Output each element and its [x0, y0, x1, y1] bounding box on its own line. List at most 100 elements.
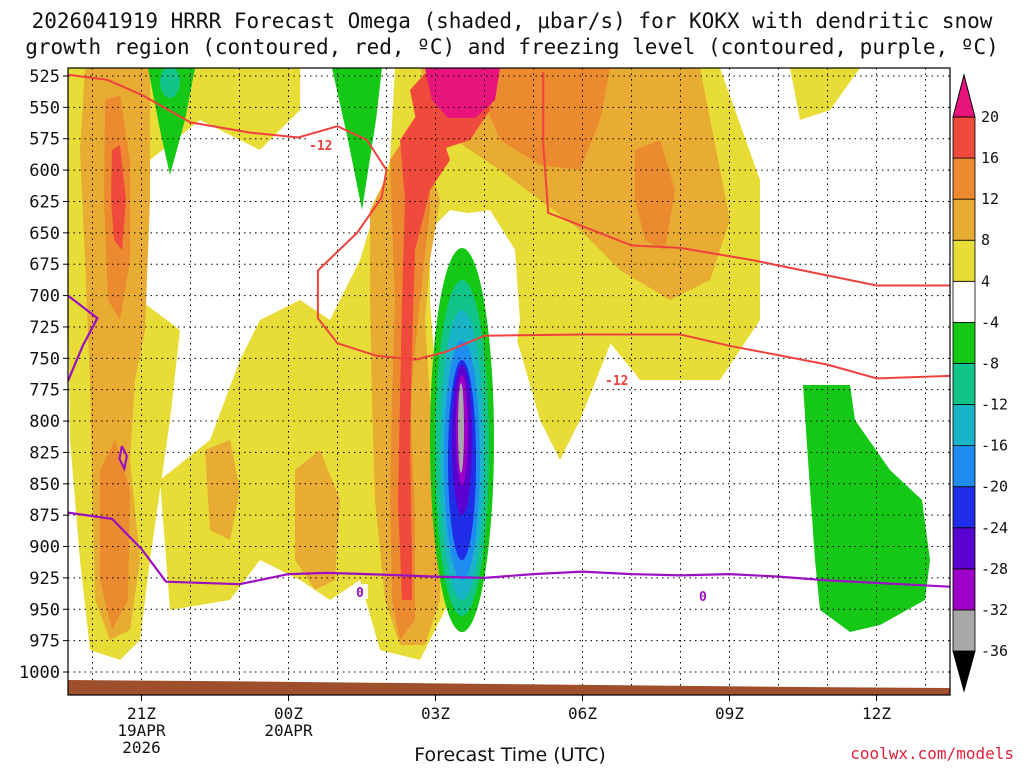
dgz-contour-0 — [68, 73, 950, 380]
colorbar-label: 4 — [981, 272, 990, 290]
omega-red-west — [111, 145, 126, 250]
y-tick-label: 875 — [29, 506, 60, 526]
y-tick-label: 925 — [29, 569, 60, 589]
x-tick-label: 09Z — [715, 704, 744, 723]
x-axis-title: Forecast Time (UTC) — [414, 744, 606, 766]
colorbar-label: 12 — [981, 190, 999, 208]
omega-green-ul — [148, 68, 195, 175]
freezing-label-1-bg — [353, 584, 368, 599]
omega-gray-core — [458, 383, 464, 473]
omega-orange-west — [80, 68, 150, 640]
x-tick-date: 20APR — [264, 721, 313, 740]
omega-shading — [68, 68, 930, 660]
omega-darkorange-upper — [470, 68, 610, 170]
colorbar-segment — [952, 198, 976, 241]
omega-orange-lowmid — [295, 450, 340, 590]
grid-lines — [68, 68, 950, 695]
x-tick-label: 12Z — [862, 704, 891, 723]
y-tick-label: 950 — [29, 600, 60, 620]
y-tick-label: 575 — [29, 130, 60, 150]
dgz-contour-1 — [542, 72, 950, 287]
title-line-1: 2026041919 HRRR Forecast Omega (shaded, … — [31, 9, 993, 33]
x-tick-label: 03Z — [421, 704, 450, 723]
colorbar-segment — [952, 445, 976, 488]
credit-link[interactable]: coolwx.com/models — [850, 744, 1014, 763]
colorbar-segment — [952, 280, 976, 323]
colorbar-under-triangle — [952, 650, 976, 693]
colorbar-label: -8 — [981, 354, 999, 372]
colorbar-label: -24 — [981, 519, 1008, 537]
y-tick-label: 800 — [29, 412, 60, 432]
y-tick-label: 725 — [29, 318, 60, 338]
y-tick-label: 975 — [29, 632, 60, 652]
colorbar-segment — [952, 404, 976, 447]
colorbar-segment — [952, 321, 976, 364]
omega-white-tongue — [455, 210, 520, 380]
title-line-2: growth region (contoured, red, ºC) and f… — [25, 35, 999, 59]
colorbar-segment — [952, 568, 976, 611]
colorbar-segment — [952, 609, 976, 652]
colorbar-label: 8 — [981, 231, 990, 249]
omega-orange-low2 — [205, 440, 240, 540]
dgz-label-upper: -12 — [309, 139, 332, 154]
y-tick-label: 825 — [29, 443, 60, 463]
y-tick-label: 750 — [29, 349, 60, 369]
omega-teal-ul — [160, 68, 180, 98]
x-tick-year: 2026 — [122, 738, 161, 757]
colorbar-segment — [952, 527, 976, 570]
y-tick-label: 1000 — [19, 663, 60, 683]
omega-green-east — [803, 385, 930, 632]
freezing-contour-1 — [68, 294, 99, 382]
colorbar-segment — [952, 116, 976, 159]
plot-frame — [67, 67, 951, 696]
y-tick-label: 675 — [29, 255, 60, 275]
dgz-label-mid-bg — [602, 372, 635, 387]
omega-green-uc — [332, 68, 382, 210]
omega-darkorange-sw — [100, 440, 130, 630]
y-tick-label: 650 — [29, 224, 60, 244]
omega-yellow-mid-descent — [490, 140, 620, 460]
contour-lines: -12 -12 0 0 — [68, 72, 950, 605]
y-tick-label: 525 — [29, 67, 60, 87]
omega-magenta-top — [425, 68, 500, 118]
colorbar-segment — [952, 486, 976, 529]
colorbar-over-triangle — [952, 73, 976, 118]
colorbar-segment — [952, 157, 976, 200]
colorbar-label: -16 — [981, 437, 1008, 455]
x-tick-label: 06Z — [568, 704, 597, 723]
colorbar: -36 -32 -28 -24 -20 -16 -12 -8 -4 4 8 12 16 20 — [952, 73, 1008, 693]
y-tick-label: 600 — [29, 161, 60, 181]
colorbar-label: -4 — [981, 313, 999, 331]
colorbar-label: -36 — [981, 642, 1008, 660]
freezing-contour-0 — [68, 511, 950, 588]
y-tick-label: 775 — [29, 381, 60, 401]
freezing-label-2: 0 — [699, 590, 707, 605]
colorbar-segment — [952, 239, 976, 282]
x-tick-label: 00Z — [274, 704, 303, 723]
colorbar-label: 16 — [981, 149, 999, 167]
x-tick-date: 19APR — [117, 721, 166, 740]
ground-terrain — [68, 680, 950, 695]
colorbar-label: 20 — [981, 108, 999, 126]
chart-title: 2026041919 HRRR Forecast Omega (shaded, … — [0, 8, 1024, 60]
dgz-label-mid: -12 — [605, 374, 628, 389]
colorbar-label: -32 — [981, 601, 1008, 619]
freezing-contour-2 — [118, 445, 128, 473]
y-axis: 525 550 575 600 625 650 675 700 725 750 775 800 825 8… — [19, 67, 68, 683]
x-tick-label: 21Z — [127, 704, 156, 723]
colorbar-label: -28 — [981, 560, 1008, 578]
freezing-label-1: 0 — [356, 586, 364, 601]
omega-yellow-northeast — [790, 68, 860, 120]
colorbar-label: -12 — [981, 396, 1008, 414]
omega-darkorange-east — [635, 140, 675, 250]
colorbar-label: -20 — [981, 478, 1008, 496]
ground-band — [68, 680, 950, 695]
omega-red-column — [398, 110, 450, 600]
dgz-label-upper-bg — [306, 137, 339, 152]
y-tick-label: 700 — [29, 287, 60, 307]
y-tick-label: 900 — [29, 538, 60, 558]
y-tick-label: 550 — [29, 98, 60, 118]
colorbar-segment — [952, 363, 976, 405]
